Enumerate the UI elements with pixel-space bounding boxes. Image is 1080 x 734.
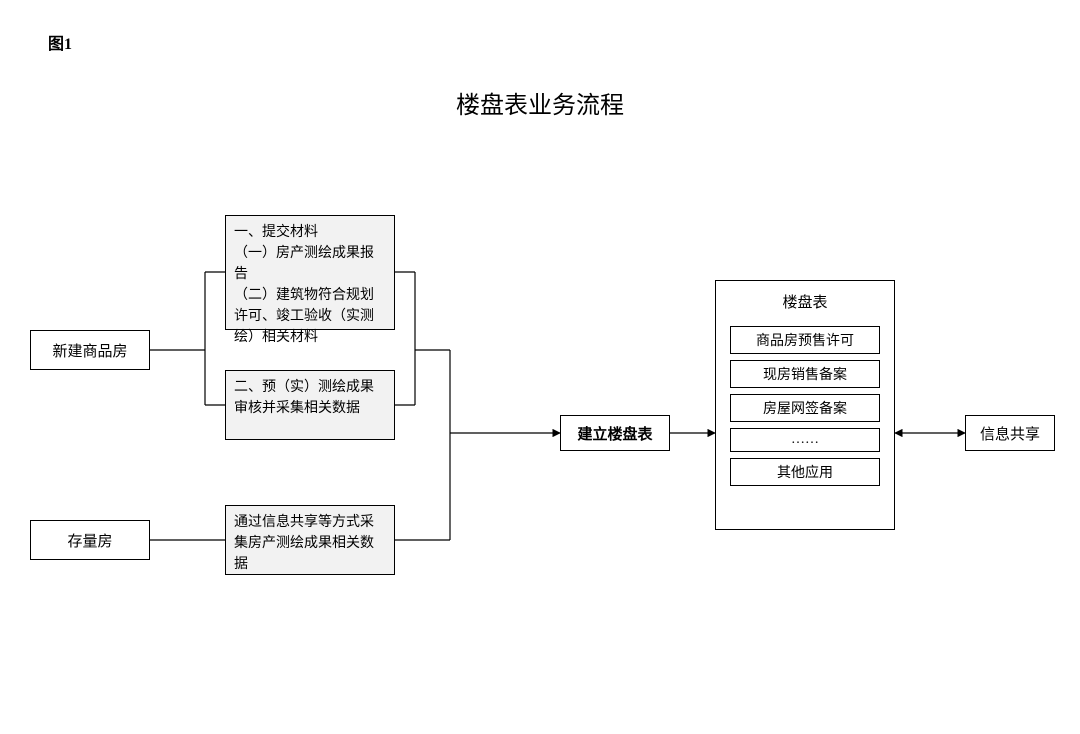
container-item: 其他应用 [730, 458, 880, 486]
node-label: 建立楼盘表 [577, 423, 652, 444]
node-label: 存量房 [67, 530, 112, 551]
node-new-build: 新建商品房 [30, 330, 150, 370]
container-loupan: 楼盘表 商品房预售许可 现房销售备案 房屋网签备案 …… 其他应用 [715, 280, 895, 530]
node-existing: 存量房 [30, 520, 150, 560]
node-survey: 二、预（实）测绘成果审核并采集相关数据 [225, 370, 395, 440]
diagram-title: 楼盘表业务流程 [0, 85, 1080, 120]
node-label: 信息共享 [980, 423, 1040, 444]
node-label: 新建商品房 [52, 340, 127, 361]
container-item: 商品房预售许可 [730, 326, 880, 354]
node-share: 信息共享 [965, 415, 1055, 451]
node-collect: 通过信息共享等方式采集房产测绘成果相关数据 [225, 505, 395, 575]
node-materials: 一、提交材料 （一）房产测绘成果报告 （二）建筑物符合规划许可、竣工验收（实测绘… [225, 215, 395, 330]
container-title: 楼盘表 [716, 281, 894, 320]
container-item: 现房销售备案 [730, 360, 880, 388]
figure-label: 图1 [48, 30, 72, 54]
node-establish: 建立楼盘表 [560, 415, 670, 451]
container-item: 房屋网签备案 [730, 394, 880, 422]
container-item: …… [730, 428, 880, 452]
